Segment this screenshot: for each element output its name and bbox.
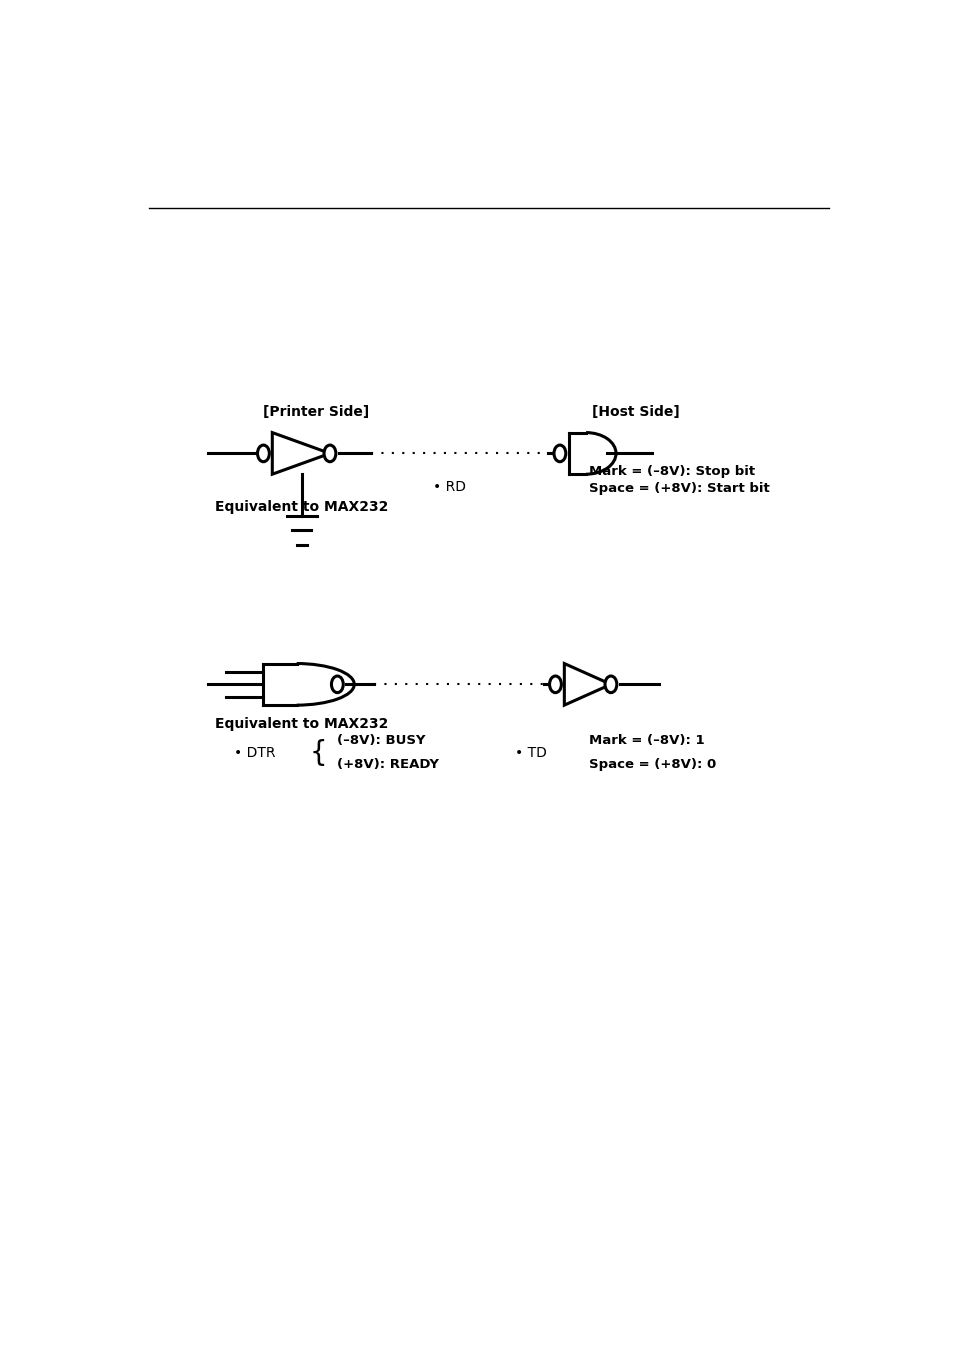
Circle shape	[549, 676, 560, 693]
Circle shape	[324, 444, 335, 462]
Text: • TD: • TD	[515, 746, 546, 761]
Text: [Host Side]: [Host Side]	[592, 405, 679, 419]
Text: {: {	[310, 739, 327, 767]
Text: Mark = (–8V): Stop bit: Mark = (–8V): Stop bit	[588, 465, 754, 478]
Text: Mark = (–8V): 1: Mark = (–8V): 1	[588, 734, 703, 747]
Circle shape	[257, 444, 269, 462]
Text: (–8V): BUSY: (–8V): BUSY	[337, 734, 425, 747]
Text: Space = (+8V): Start bit: Space = (+8V): Start bit	[588, 482, 769, 496]
Text: Equivalent to MAX232: Equivalent to MAX232	[215, 500, 388, 515]
Text: [Printer Side]: [Printer Side]	[263, 405, 369, 419]
Circle shape	[331, 676, 343, 693]
Text: Equivalent to MAX232: Equivalent to MAX232	[215, 717, 388, 731]
Text: (+8V): READY: (+8V): READY	[337, 758, 439, 771]
Circle shape	[604, 676, 617, 693]
Circle shape	[554, 444, 565, 462]
Text: Space = (+8V): 0: Space = (+8V): 0	[588, 758, 716, 771]
Text: • DTR: • DTR	[233, 746, 275, 761]
Text: • RD: • RD	[433, 480, 466, 493]
